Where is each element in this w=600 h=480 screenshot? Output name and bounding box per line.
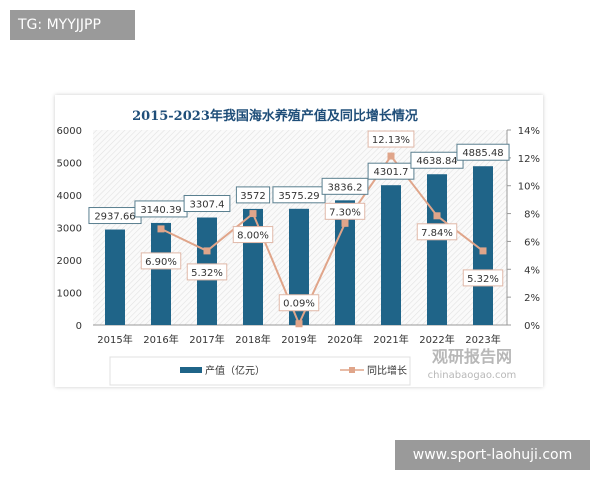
- growth-point: [203, 247, 211, 255]
- growth-point: [433, 212, 441, 220]
- growth-label-box: [324, 202, 366, 220]
- bar-value-label-box: [367, 162, 415, 180]
- growth-point: [249, 210, 257, 218]
- x-tick-label: 2019年: [281, 333, 316, 346]
- bar-value-label: 4638.84: [416, 156, 457, 167]
- bar: [151, 222, 171, 325]
- bar-value-label: 3307.4: [190, 200, 225, 211]
- legend-line-label: 同比增长: [367, 364, 407, 377]
- x-tick-label: 2023年: [465, 333, 500, 346]
- bar-value-label-box: [183, 195, 231, 213]
- bar-value-label: 2937.66: [94, 212, 135, 223]
- bar-value-label: 3572: [240, 191, 265, 202]
- x-tick-label: 2021年: [373, 333, 408, 346]
- watermark-url: chinabaogao.com: [428, 370, 517, 381]
- growth-value-label: 12.13%: [372, 135, 410, 146]
- growth-value-label: 7.84%: [421, 228, 453, 239]
- watermark-logo: 观研报告网: [432, 347, 512, 366]
- bar-value-label-box: [456, 143, 510, 161]
- bar: [335, 200, 355, 325]
- x-tick-label: 2017年: [189, 333, 224, 346]
- x-tick-label: 2015年: [97, 333, 132, 346]
- growth-point: [479, 247, 487, 255]
- left-tick-label: 0: [76, 321, 82, 332]
- left-tick-label: 6000: [57, 126, 82, 137]
- site-overlay-label: www.sport-laohuji.com: [395, 440, 590, 470]
- right-tick-label: 6%: [524, 237, 540, 248]
- legend: [109, 356, 411, 386]
- growth-point: [295, 320, 303, 328]
- bar: [427, 174, 447, 325]
- right-tick-label: 4%: [524, 265, 540, 276]
- chart-title: 2015-2023年我国海水养殖产值及同比增长情况: [132, 108, 418, 124]
- bar-value-label-box: [235, 186, 271, 204]
- growth-point: [157, 225, 165, 233]
- left-tick-label: 4000: [57, 191, 82, 202]
- growth-label-box: [186, 263, 228, 281]
- bar-value-label-box: [321, 177, 369, 195]
- right-tick-label: 0%: [524, 321, 540, 332]
- bar: [105, 229, 125, 325]
- x-tick-label: 2018年: [235, 333, 270, 346]
- bar-value-label: 4885.48: [462, 148, 503, 159]
- growth-value-label: 7.30%: [329, 207, 361, 218]
- growth-point: [341, 219, 349, 227]
- right-tick-label: 8%: [524, 210, 540, 221]
- growth-value-label: 8.00%: [237, 231, 269, 242]
- right-tick-label: 10%: [518, 182, 540, 193]
- legend-bar-label: 产值（亿元）: [205, 364, 265, 377]
- bar-value-label: 3140.39: [140, 205, 181, 216]
- growth-point: [387, 152, 395, 160]
- growth-value-label: 5.32%: [467, 274, 499, 285]
- growth-value-label: 5.32%: [191, 268, 223, 279]
- growth-value-label: 0.09%: [283, 299, 315, 310]
- growth-label-box: [367, 130, 415, 148]
- growth-label-box: [416, 223, 458, 241]
- left-tick-label: 3000: [57, 224, 82, 235]
- left-tick-label: 1000: [57, 289, 82, 300]
- growth-label-box: [140, 252, 182, 270]
- left-tick-label: 2000: [57, 256, 82, 267]
- growth-label-box: [232, 226, 274, 244]
- left-tick-label: 5000: [57, 159, 82, 170]
- right-tick-label: 12%: [518, 154, 540, 165]
- bar-value-label: 4301.7: [374, 167, 409, 178]
- bar-value-label: 3575.29: [278, 191, 319, 202]
- growth-line: [160, 154, 484, 327]
- tg-overlay-label: TG: MYYJJPP: [10, 10, 135, 40]
- bar: [381, 185, 401, 325]
- legend-line-marker: [349, 367, 355, 373]
- x-tick-label: 2016年: [143, 333, 178, 346]
- growth-label-box: [462, 269, 504, 287]
- growth-value-label: 6.90%: [145, 257, 177, 268]
- growth-label-box: [278, 294, 320, 312]
- bar-value-label: 3836.2: [328, 182, 363, 193]
- x-tick-label: 2020年: [327, 333, 362, 346]
- legend-bar-swatch: [180, 367, 202, 373]
- x-tick-label: 2022年: [419, 333, 454, 346]
- right-tick-label: 14%: [518, 126, 540, 137]
- right-tick-label: 2%: [524, 293, 540, 304]
